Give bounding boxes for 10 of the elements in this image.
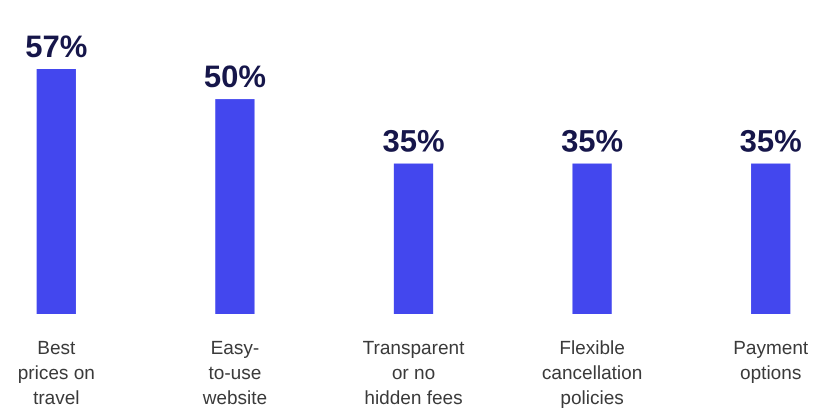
data-label: 50% [204, 59, 266, 94]
data-label: 57% [25, 29, 88, 64]
data-label: 35% [561, 124, 624, 159]
data-label: 35% [740, 124, 802, 159]
x-tick-label: Flexible cancellation policies [542, 338, 642, 409]
x-tick-label: Payment options [733, 338, 809, 384]
x-tick-label: Transparent or no hidden fees [362, 338, 466, 409]
data-label: 35% [382, 124, 445, 159]
x-tick-label: Best prices on travel [18, 338, 95, 409]
x-tick-label: Easy- to-use website [202, 338, 268, 409]
